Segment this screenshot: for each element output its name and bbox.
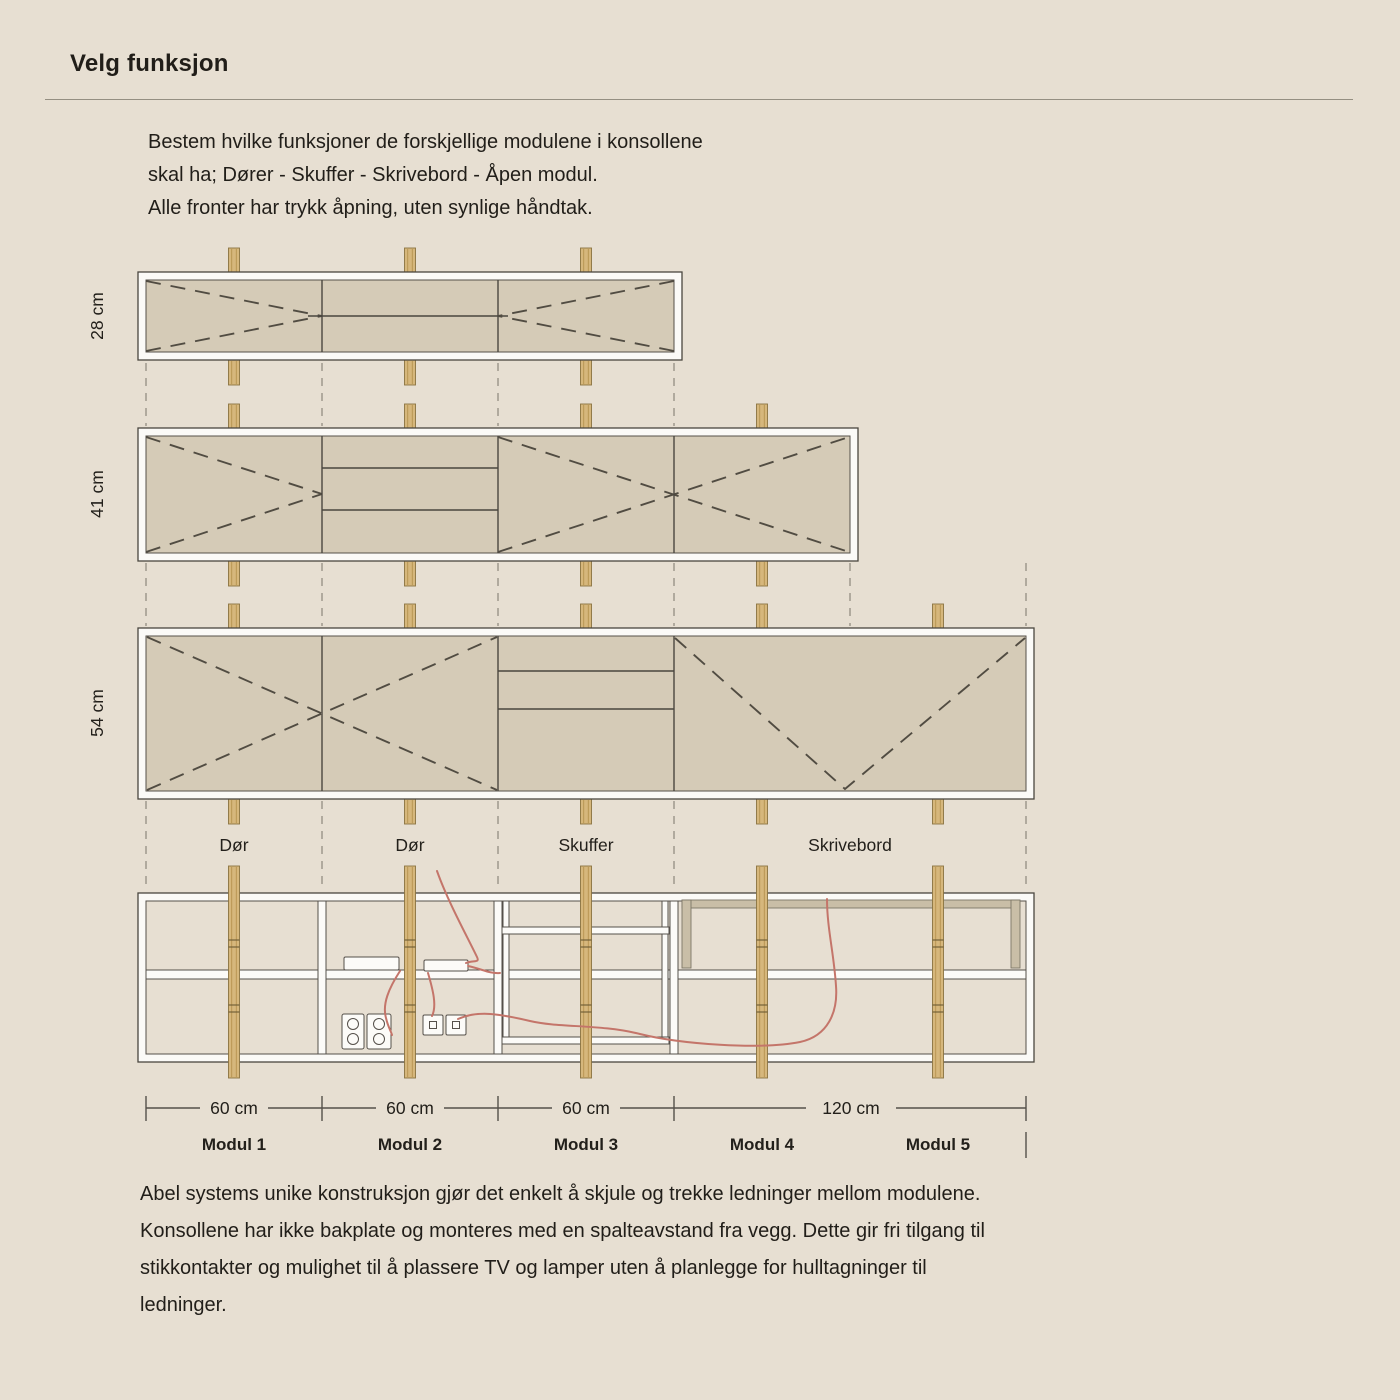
- wood-dowel: [404, 560, 416, 587]
- wood-dowel: [404, 247, 416, 274]
- wood-post: [227, 865, 241, 1079]
- module-label-1: Modul 1: [202, 1135, 266, 1154]
- module-divider: [317, 900, 327, 1055]
- dimension-ruler: 60 cm 60 cm 60 cm 120 cm Modul 1 Modul 2…: [145, 1096, 1027, 1158]
- function-labels: Dør Dør Skuffer Skrivebord: [219, 835, 891, 855]
- wood-post: [403, 865, 417, 1079]
- height-label-54cm: 54 cm: [87, 689, 107, 737]
- console-frame-internal: [137, 865, 1035, 1079]
- height-label-41cm: 41 cm: [87, 470, 107, 518]
- guide-lines-row2: [145, 563, 1027, 626]
- desk-side-panel: [681, 899, 692, 969]
- wood-dowel: [756, 603, 768, 630]
- wood-dowel: [404, 359, 416, 386]
- wood-dowel: [932, 603, 944, 630]
- dimension-module-3: 60 cm: [562, 1098, 610, 1118]
- wood-post: [579, 865, 593, 1079]
- desk-top-panel: [681, 899, 1021, 909]
- wood-dowel: [580, 560, 592, 587]
- door-swing-marks: [146, 636, 498, 791]
- wall-outlet-double: [341, 1013, 365, 1050]
- wood-dowel: [580, 603, 592, 630]
- dimension-modules-4-5: 120 cm: [822, 1098, 879, 1118]
- wood-dowel: [756, 403, 768, 430]
- height-labels: 28 cm 41 cm 54 cm: [87, 292, 107, 737]
- door-swing-marks: [145, 280, 323, 352]
- wood-dowel: [756, 798, 768, 825]
- page-title: Velg funksjon: [70, 50, 229, 77]
- cabinet-top-view-28cm: [137, 247, 683, 386]
- wood-dowel: [228, 359, 240, 386]
- wiring-cables: [383, 870, 838, 1047]
- title-divider: [45, 99, 1353, 100]
- wood-dowel: [228, 247, 240, 274]
- desk-flap-marks: [674, 637, 1026, 791]
- wood-dowel: [228, 560, 240, 587]
- dimension-module-1: 60 cm: [210, 1098, 258, 1118]
- wood-dowel: [228, 403, 240, 430]
- function-label-desk: Skrivebord: [808, 835, 892, 855]
- wood-dowel: [404, 403, 416, 430]
- function-label-door-2: Dør: [395, 835, 424, 855]
- power-strip: [423, 959, 469, 972]
- function-label-door-1: Dør: [219, 835, 248, 855]
- intro-paragraph: Bestem hvilke funksjoner de forskjellige…: [148, 131, 703, 219]
- wood-dowel: [404, 603, 416, 630]
- door-swing-marks: [145, 436, 323, 553]
- wood-dowel: [580, 798, 592, 825]
- wood-post: [931, 865, 945, 1079]
- wood-dowel: [580, 359, 592, 386]
- footer-paragraph: Abel systems unike konstruksjon gjør det…: [140, 1183, 985, 1316]
- shelf-support: [661, 900, 669, 1045]
- module-label-2: Modul 2: [378, 1135, 442, 1154]
- wood-dowel: [932, 798, 944, 825]
- wood-dowel: [580, 403, 592, 430]
- shelf-support: [502, 900, 510, 1045]
- module-divider: [493, 900, 503, 1055]
- guide-lines-row3: [145, 801, 1027, 891]
- cabinet-top-view-41cm: [137, 403, 859, 587]
- power-strip: [343, 956, 400, 971]
- module-divider: [669, 900, 679, 1055]
- module-label-4: Modul 4: [730, 1135, 795, 1154]
- function-label-drawers: Skuffer: [558, 835, 613, 855]
- height-label-28cm: 28 cm: [87, 292, 107, 340]
- wood-dowel: [228, 798, 240, 825]
- cabinet-top-view-54cm: [137, 603, 1035, 825]
- module-label-3: Modul 3: [554, 1135, 618, 1154]
- wood-dowel: [580, 247, 592, 274]
- wood-dowel: [228, 603, 240, 630]
- door-swing-marks: [497, 280, 675, 352]
- tv-outlet: [445, 1014, 467, 1036]
- dimension-module-2: 60 cm: [386, 1098, 434, 1118]
- module-label-5: Modul 5: [906, 1135, 970, 1154]
- wood-dowel: [404, 798, 416, 825]
- wall-outlet-double: [366, 1013, 392, 1050]
- tv-outlet: [422, 1014, 444, 1036]
- wood-dowel: [756, 560, 768, 587]
- guide-lines-row1: [145, 363, 675, 426]
- cabinet-interior: [145, 635, 1027, 792]
- desk-side-panel: [1010, 899, 1021, 969]
